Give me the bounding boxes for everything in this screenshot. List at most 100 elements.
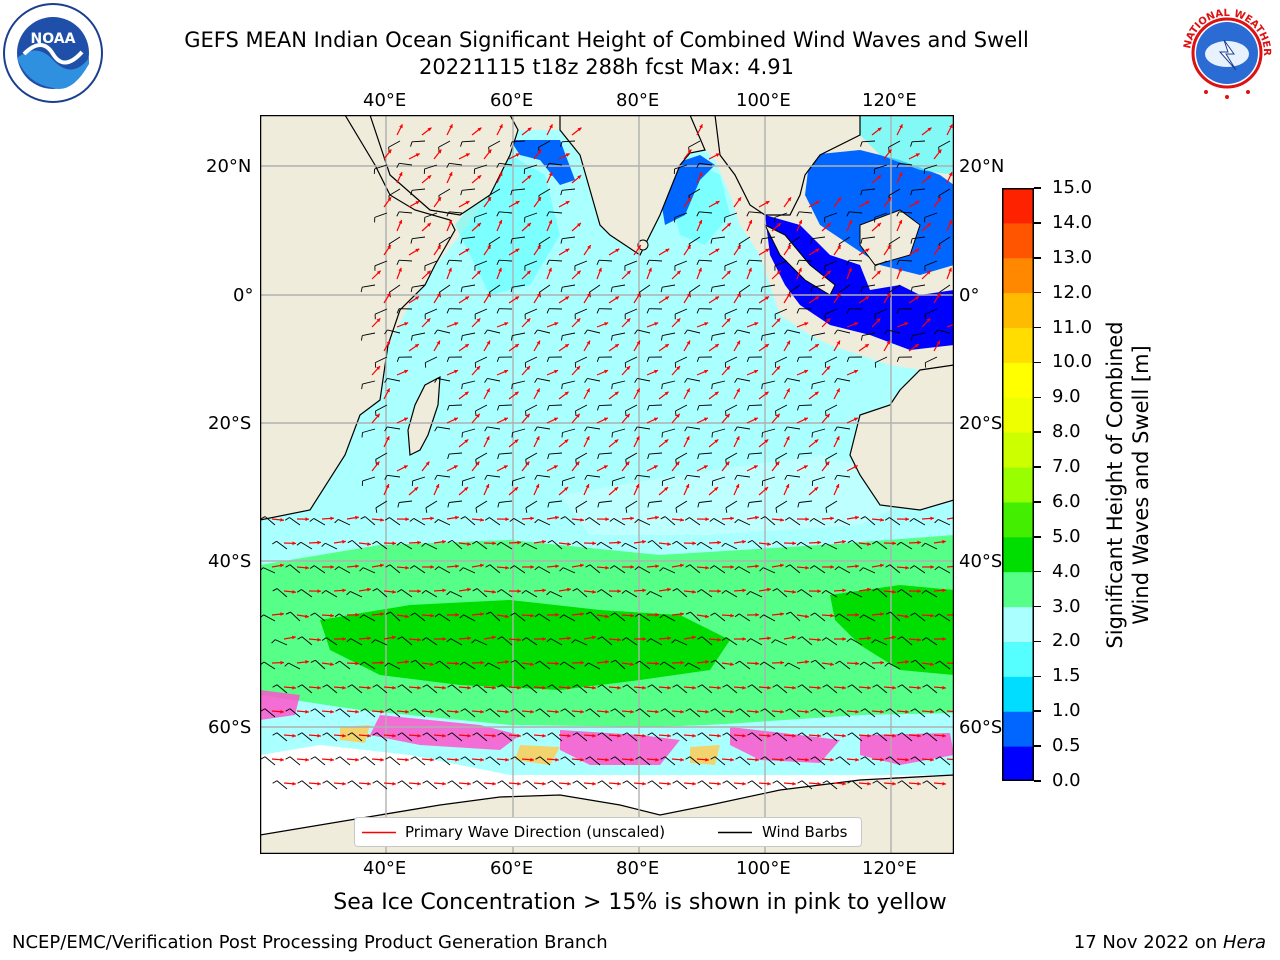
- colorbar-tick-label: 1.0: [1052, 700, 1081, 722]
- vector-glyph: [410, 659, 434, 670]
- vector-glyph: [546, 391, 569, 411]
- vector-glyph: [497, 732, 522, 742]
- vector-glyph: [584, 465, 608, 480]
- vector-glyph: [547, 780, 572, 790]
- vector-glyph: [375, 388, 391, 417]
- vector-glyph: [746, 587, 771, 598]
- vector-glyph: [711, 413, 731, 438]
- vector-glyph: [524, 196, 542, 223]
- vector-glyph: [425, 483, 440, 513]
- vector-glyph: [646, 343, 670, 362]
- colorbar-tick-label: 4.0: [1052, 560, 1081, 582]
- vector-glyph: [634, 515, 659, 526]
- vector-glyph: [496, 153, 520, 168]
- vector-glyph: [272, 684, 297, 694]
- vector-glyph: [746, 343, 770, 362]
- vector-glyph: [796, 248, 820, 265]
- vector-glyph: [460, 708, 485, 718]
- colorbar-tick-mark: [1034, 187, 1041, 189]
- colorbar-label-line1: Significant Height of Combined: [1103, 321, 1127, 649]
- vector-glyph: [846, 636, 872, 646]
- vector-glyph: [611, 365, 631, 390]
- colorbar-tick-label: 14.0: [1052, 211, 1093, 233]
- vector-glyph: [824, 292, 841, 320]
- vector-glyph: [335, 756, 360, 766]
- vector-glyph: [775, 483, 790, 513]
- vector-glyph: [896, 200, 920, 217]
- vector-glyph: [696, 153, 720, 168]
- vector-glyph: [622, 732, 647, 742]
- vector-glyph: [460, 270, 482, 293]
- vector-glyph: [522, 780, 547, 790]
- vector-glyph: [422, 780, 447, 790]
- vector-glyph: [924, 244, 942, 271]
- vector-glyph: [584, 517, 610, 526]
- vector-glyph: [435, 756, 460, 766]
- lat-label-left-40s: 40°S: [208, 551, 252, 572]
- vector-glyph: [772, 684, 797, 694]
- vector-glyph: [910, 756, 935, 766]
- vector-glyph: [534, 515, 559, 526]
- vector-glyph: [846, 200, 870, 217]
- vector-glyph: [647, 540, 671, 550]
- vector-glyph: [722, 780, 747, 790]
- lat-label-right-40s: 40°S: [959, 551, 1003, 572]
- colorbar-segment: [1002, 571, 1034, 608]
- vector-glyph: [724, 292, 741, 320]
- vector-glyph: [885, 708, 910, 718]
- vector-glyph: [859, 660, 885, 670]
- footer-date: 17 Nov 2022 on Hera: [1074, 932, 1266, 953]
- vector-glyph: [874, 292, 891, 320]
- vector-glyph: [484, 369, 509, 383]
- vector-glyph: [872, 588, 896, 598]
- vector-glyph: [435, 708, 460, 718]
- vector-glyph: [561, 365, 581, 390]
- vector-glyph: [824, 196, 842, 223]
- colorbar-tick-mark: [1034, 326, 1041, 329]
- vector-glyph: [622, 780, 647, 790]
- vector-glyph: [272, 588, 296, 598]
- vector-glyph: [710, 612, 735, 622]
- lat-label-left-20n: 20°N: [206, 156, 252, 177]
- lon-label-bottom-120e: 120°E: [862, 858, 917, 879]
- lat-label-left-20s: 20°S: [208, 413, 252, 434]
- vector-glyph: [621, 588, 647, 598]
- vector-glyph: [384, 660, 409, 670]
- vector-glyph: [675, 483, 690, 513]
- lon-label-top-80e: 80°E: [616, 90, 660, 111]
- vector-glyph: [460, 756, 485, 766]
- vector-glyph: [547, 486, 569, 508]
- vector-glyph: [688, 171, 703, 201]
- vector-glyph: [397, 636, 422, 646]
- vector-glyph: [660, 317, 681, 341]
- vector-glyph: [785, 708, 810, 718]
- ocean-band-0.5m-arabian: [510, 140, 575, 185]
- vector-glyph: [346, 587, 371, 598]
- vector-glyph: [796, 391, 819, 411]
- se-asia-coastline: [714, 115, 861, 216]
- vector-glyph: [697, 636, 722, 646]
- colorbar-segment: [1002, 257, 1034, 294]
- vector-glyph: [459, 660, 485, 670]
- vector-glyph: [434, 465, 458, 480]
- vector-glyph: [396, 153, 420, 168]
- vector-glyph: [446, 200, 470, 217]
- vector-glyph: [260, 516, 284, 526]
- colorbar-tick-label: 13.0: [1052, 246, 1093, 268]
- vector-glyph: [697, 780, 722, 790]
- lat-label-right-20s: 20°S: [959, 413, 1003, 434]
- vector-glyph: [646, 295, 670, 314]
- vector-glyph: [834, 612, 860, 622]
- vector-glyph: [310, 659, 334, 670]
- vector-field: [260, 124, 954, 790]
- vector-glyph: [825, 388, 841, 417]
- vector-glyph: [372, 684, 397, 694]
- vector-glyph: [488, 171, 503, 201]
- vector-glyph: [434, 369, 459, 383]
- vector-glyph: [747, 486, 769, 508]
- vector-glyph: [659, 660, 685, 670]
- vector-glyph: [710, 222, 732, 244]
- vector-glyph: [385, 708, 410, 718]
- vector-glyph: [797, 684, 822, 694]
- lon-label-bottom-100e: 100°E: [736, 858, 791, 879]
